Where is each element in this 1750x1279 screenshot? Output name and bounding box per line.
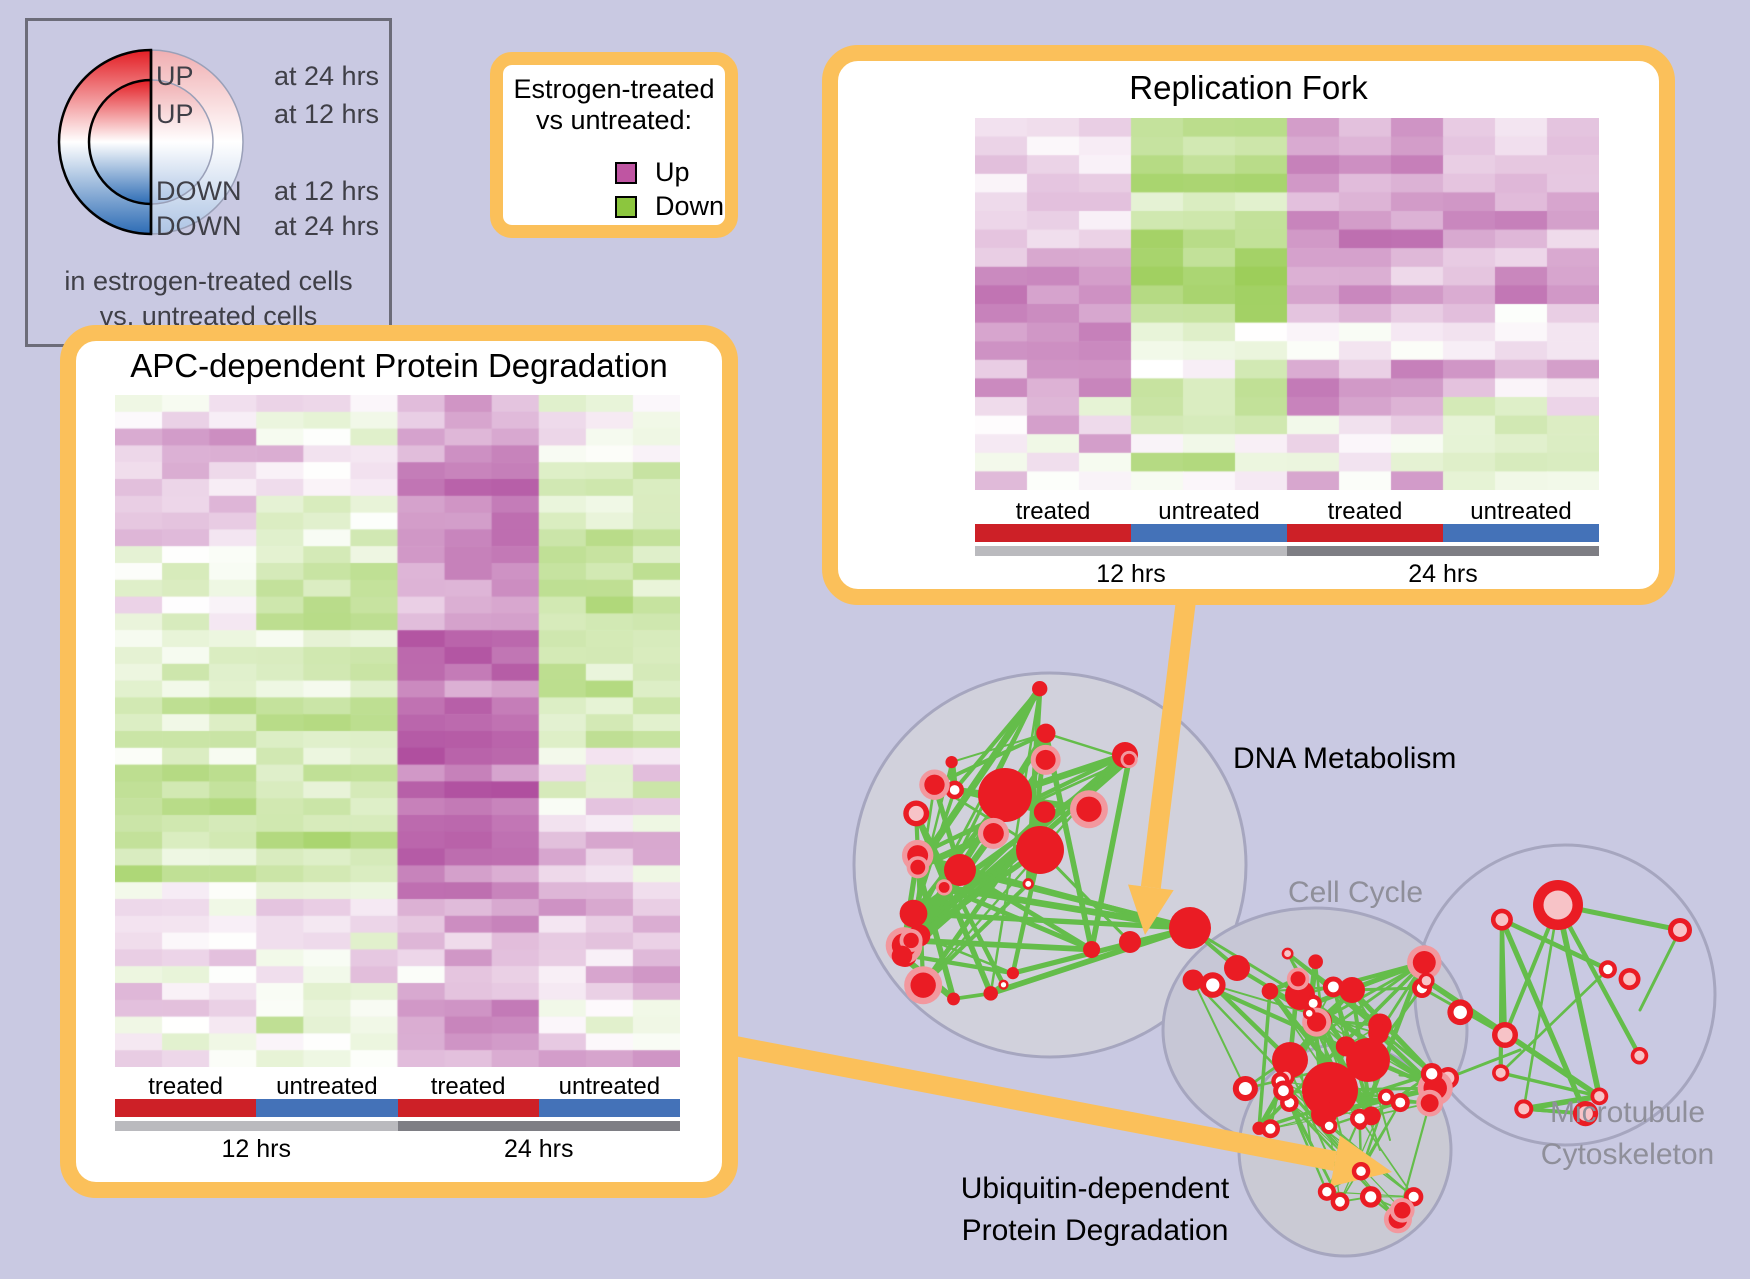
scale-time-24b: at 24 hrs	[274, 211, 380, 241]
repfork-condition-bars	[975, 524, 1599, 542]
apc-group-untreated-12: untreated	[276, 1073, 378, 1100]
repfork-time-labels: 12 hrs 24 hrs	[975, 560, 1599, 588]
scale-dir-up-24: UP	[156, 61, 194, 91]
ubiquitin-label-line2: Protein Degradation	[961, 1214, 1229, 1247]
apc-degradation-panel: APC-dependent Protein Degradation treate…	[60, 325, 738, 1198]
repfork-time-bars	[975, 546, 1599, 556]
scale-time-12a: at 12 hrs	[274, 99, 380, 129]
scale-dir-down-24: DOWN	[156, 211, 242, 241]
repfork-group-labels: treated untreated treated untreated	[975, 498, 1599, 526]
treated-bar	[397, 1099, 539, 1117]
ubiquitin-label-line1: Ubiquitin-dependent	[960, 1172, 1230, 1205]
rf-group-untreated-24: untreated	[1470, 498, 1572, 525]
apc-24hrs-label: 24 hrs	[504, 1135, 574, 1163]
replication-fork-panel: Replication Fork treated untreated treat…	[822, 45, 1675, 605]
updown-color-legend: Estrogen-treated vs untreated: Up Down	[490, 52, 738, 238]
scale-dir-down-12: DOWN	[156, 176, 242, 206]
treated-bar	[115, 1099, 257, 1117]
scale-time-12b: at 12 hrs	[274, 176, 380, 206]
scale-caption-line1: in estrogen-treated cells	[64, 266, 353, 296]
rf-group-treated-24: treated	[1327, 498, 1403, 525]
updown-title-line1: Estrogen-treated	[513, 74, 715, 104]
up-color-swatch	[615, 161, 637, 184]
apc-group-treated-24: treated	[430, 1073, 506, 1100]
apc-12hrs-label: 12 hrs	[221, 1135, 291, 1163]
microtubule-label-line1: Microtubule	[1549, 1096, 1706, 1129]
updown-legend-title: Estrogen-treated vs untreated:	[503, 74, 725, 136]
rf-24hrs-label: 24 hrs	[1408, 560, 1478, 588]
microtubule-cytoskeleton-label: Microtubule Cytoskeleton	[1530, 1092, 1725, 1176]
time-24hr-bar	[397, 1121, 680, 1131]
apc-group-labels: treated untreated treated untreated	[115, 1073, 680, 1101]
dna-metabolism-label: DNA Metabolism	[1233, 742, 1457, 775]
ubiquitin-degradation-label: Ubiquitin-dependent Protein Degradation	[940, 1168, 1250, 1252]
down-label: Down	[655, 191, 725, 221]
apc-time-labels: 12 hrs 24 hrs	[115, 1135, 680, 1163]
scale-time-24a: at 24 hrs	[274, 61, 380, 91]
time-color-scale-legend: UP at 24 hrs UP at 12 hrs DOWN at 12 hrs…	[25, 18, 392, 347]
updown-title-line2: vs untreated:	[535, 105, 693, 135]
time-12hr-bar	[115, 1121, 398, 1131]
rf-group-treated-12: treated	[1015, 498, 1091, 525]
apc-condition-bars	[115, 1099, 680, 1117]
time-12hr-bar	[975, 546, 1287, 556]
concentric-updown-scale-icon	[57, 48, 244, 236]
treated-bar	[975, 524, 1131, 542]
apc-panel-title: APC-dependent Protein Degradation	[130, 347, 668, 384]
treated-bar	[1287, 524, 1443, 542]
apc-time-bars	[115, 1121, 680, 1131]
rf-12hrs-label: 12 hrs	[1096, 560, 1166, 588]
replication-fork-heatmap	[975, 118, 1599, 490]
untreated-bar	[1131, 524, 1287, 542]
time-24hr-bar	[1287, 546, 1599, 556]
cell-cycle-label: Cell Cycle	[1288, 876, 1424, 909]
apc-heatmap	[115, 395, 680, 1067]
untreated-bar	[1443, 524, 1599, 542]
microtubule-label-line2: Cytoskeleton	[1540, 1138, 1715, 1171]
untreated-bar	[256, 1099, 398, 1117]
down-color-swatch	[615, 195, 637, 218]
apc-group-untreated-24: untreated	[558, 1073, 661, 1100]
up-label: Up	[655, 157, 690, 187]
legend-item-up: Up	[615, 157, 690, 188]
legend-item-down: Down	[615, 191, 724, 222]
apc-group-treated-12: treated	[148, 1073, 223, 1100]
repfork-panel-title: Replication Fork	[1129, 69, 1368, 106]
scale-dir-up-12: UP	[156, 99, 194, 129]
untreated-bar	[538, 1099, 680, 1117]
rf-group-untreated-12: untreated	[1158, 498, 1260, 525]
